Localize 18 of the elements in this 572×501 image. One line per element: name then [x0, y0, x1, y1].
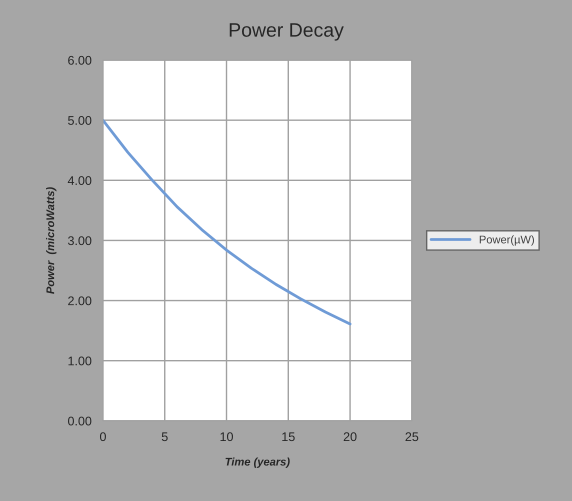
y-tick-label: 2.00	[68, 296, 92, 306]
y-tick-label: 4.00	[68, 176, 92, 186]
x-tick-label: 10	[220, 432, 233, 442]
chart-title: Power Decay	[230, 23, 344, 41]
y-tick-label: 3.00	[68, 236, 92, 246]
x-tick-label: 0	[100, 432, 106, 442]
y-tick-label: 6.00	[68, 56, 92, 65]
y-tick-label: 1.00	[68, 356, 92, 366]
line-series	[102, 118, 352, 326]
x-tick-label: 5	[162, 432, 168, 442]
x-tick-label: 25	[406, 432, 418, 442]
legend-label: Power(µW)	[480, 235, 534, 246]
y-axis-title: Power (microWatts)	[46, 187, 56, 294]
y-tick-label: 0.00	[68, 416, 92, 426]
x-tick-label: 15	[282, 432, 295, 442]
x-tick-label: 20	[344, 432, 357, 442]
x-axis-title: Time (years)	[226, 457, 290, 468]
y-tick-label: 5.00	[68, 116, 92, 125]
